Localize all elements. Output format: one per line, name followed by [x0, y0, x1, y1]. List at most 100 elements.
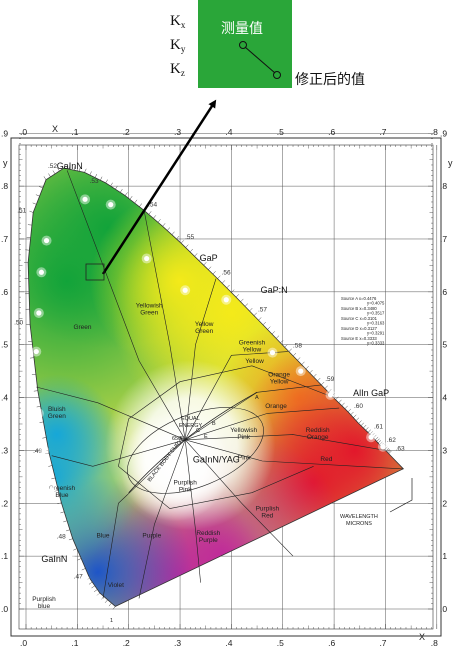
region-label: Bluish Green	[48, 406, 66, 420]
locus-tick	[81, 568, 86, 571]
led-type-label: AlIn GaP	[353, 388, 389, 398]
wavelength-label: .58	[293, 343, 302, 350]
locus-tick	[384, 446, 388, 450]
led-point	[43, 237, 50, 244]
locus-tick	[198, 257, 202, 261]
wavelength-title-2: MICRONS	[346, 521, 372, 527]
x-tick-top: .7	[379, 127, 386, 137]
y-tick-left: .4	[1, 393, 8, 403]
source-row-y: y=0.4075	[367, 301, 385, 306]
wavelength-label: .47	[74, 573, 83, 580]
locus-tick	[157, 219, 161, 223]
locus-tick	[350, 411, 354, 415]
wavelength-label: .55	[185, 234, 194, 241]
measured-point	[239, 41, 247, 49]
region-label: Yellowish Green	[136, 303, 163, 317]
locus-tick	[42, 437, 47, 439]
y-tick-right: .0	[440, 604, 447, 614]
locus-tick	[112, 606, 116, 610]
locus-tick	[358, 420, 362, 424]
y-axis-left-label: y	[3, 158, 8, 168]
locus-tick	[45, 452, 50, 455]
outer-frame	[10, 137, 442, 637]
x-tick-bottom: .7	[379, 638, 386, 648]
led-point	[38, 269, 45, 275]
locus-tick	[115, 185, 118, 190]
x-axis-bottom-label: X	[419, 632, 425, 642]
region-label: Orange	[265, 403, 287, 410]
y-tick-right: .6	[440, 287, 447, 297]
locus-tick	[185, 244, 189, 248]
region-boundary	[128, 365, 335, 419]
kz-label: Kz	[170, 61, 185, 78]
locus-tick	[57, 167, 60, 172]
black-body-curve	[128, 391, 258, 493]
region-label: Blue	[97, 533, 110, 540]
equal-energy-label-2: ENERGY	[179, 423, 203, 429]
locus-tick	[344, 405, 348, 409]
region-label: Violet	[108, 582, 124, 589]
measured-value-label: 测量值	[221, 21, 263, 37]
x-tick-top: .8	[431, 127, 438, 137]
locus-tick	[84, 168, 87, 173]
wavelength-label: .61	[374, 423, 383, 430]
locus-tick	[110, 182, 113, 187]
region-label: Green	[73, 324, 91, 331]
x-tick-top: .4	[225, 127, 232, 137]
locus-tick	[267, 326, 271, 330]
kx-label: Kx	[170, 13, 186, 30]
x-tick-top: .6	[328, 127, 335, 137]
source-row-y: y=0.3517	[367, 311, 385, 316]
locus-tick	[301, 361, 305, 365]
x-tick-top: .3	[174, 127, 181, 137]
wavelength-label: .53	[90, 178, 99, 185]
locus-tick	[376, 438, 380, 442]
y-tick-left: .9	[1, 128, 8, 138]
locus-tick	[88, 581, 93, 585]
color-blob	[119, 411, 230, 522]
locus-tick	[221, 280, 226, 284]
led-point	[82, 196, 88, 202]
locus-tick	[321, 381, 325, 386]
y-tick-left: .3	[1, 445, 8, 455]
region-boundary	[185, 434, 386, 451]
led-type-label: GaP:N	[261, 285, 288, 295]
locus-tick	[77, 558, 82, 561]
white-region	[127, 407, 264, 494]
locus-tick	[100, 176, 103, 181]
x-tick-bottom: .6	[328, 638, 335, 648]
b-mark: B	[212, 421, 216, 427]
k-labels: Kx Ky Kz	[170, 13, 186, 78]
locus-tick	[66, 529, 70, 532]
spectral-locus-outline	[27, 167, 404, 607]
led-point	[82, 577, 88, 583]
led-point	[36, 410, 42, 417]
led-type-label: GaP	[200, 253, 218, 263]
corrected-value-label: 修正后的值	[295, 72, 365, 88]
locus-tick	[231, 289, 235, 293]
locus-tick	[292, 352, 297, 357]
locus-tick	[262, 321, 266, 326]
led-point	[56, 524, 62, 530]
y-tick-left: .7	[1, 234, 8, 244]
locus-tick	[313, 373, 317, 378]
locus-tick	[74, 166, 76, 171]
locus-tick	[226, 284, 230, 289]
led-type-label: GaInN	[57, 161, 83, 171]
locus-tick	[385, 447, 389, 452]
wavelength-label: .51	[17, 208, 26, 215]
locus-tick	[162, 223, 166, 227]
wavelength-label: .49	[33, 448, 42, 455]
region-boundary	[184, 351, 288, 440]
wavelength-label: .48	[57, 534, 66, 541]
region-label: Greenish Blue	[49, 485, 76, 499]
locus-tick	[363, 424, 367, 429]
y-tick-right: .3	[440, 445, 447, 455]
source-row-y: y=0.3163	[367, 321, 385, 326]
temp-6500-label: 6500	[172, 436, 184, 442]
led-type-label: GaInN/YAG	[193, 455, 240, 465]
locus-tick	[386, 448, 390, 453]
source-row: Source D x=0.3127	[341, 326, 378, 331]
region-boundary	[184, 439, 294, 557]
locus-tick	[171, 231, 175, 235]
